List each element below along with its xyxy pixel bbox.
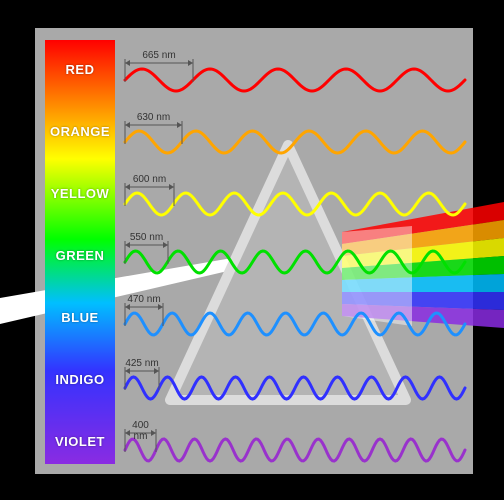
color-label-violet: VIOLET (45, 434, 115, 449)
wave-indigo (125, 363, 465, 413)
wavelength-value: 425 (125, 358, 142, 369)
wave-yellow (125, 179, 465, 229)
wavelength-label-blue: 470 nm (125, 294, 163, 305)
wavelength-value: 400 (132, 420, 149, 431)
color-label-blue: BLUE (45, 310, 115, 325)
wavelength-label-yellow: 600 nm (125, 174, 174, 185)
color-label-green: GREEN (45, 248, 115, 263)
wavelength-label-green: 550 nm (125, 232, 168, 243)
wavelength-value: 550 (130, 232, 147, 243)
wavelength-value: 470 (127, 294, 144, 305)
color-label-orange: ORANGE (45, 124, 115, 139)
wavelength-label-indigo: 425 nm (125, 358, 159, 369)
wave-violet (125, 425, 465, 475)
color-label-red: RED (45, 62, 115, 77)
wavelength-value: 665 (142, 50, 159, 61)
wavelength-label-red: 665 nm (125, 50, 193, 61)
color-label-indigo: INDIGO (45, 372, 115, 387)
wavelength-label-orange: 630 nm (125, 112, 182, 123)
wave-orange (125, 117, 465, 167)
color-label-yellow: YELLOW (45, 186, 115, 201)
wavelength-value: 600 (133, 174, 150, 185)
wave-green (125, 237, 465, 287)
wavelength-value: 630 (137, 112, 154, 123)
wave-red (125, 55, 465, 105)
wavelength-label-violet: 400 nm (125, 420, 156, 442)
wave-blue (125, 299, 465, 349)
